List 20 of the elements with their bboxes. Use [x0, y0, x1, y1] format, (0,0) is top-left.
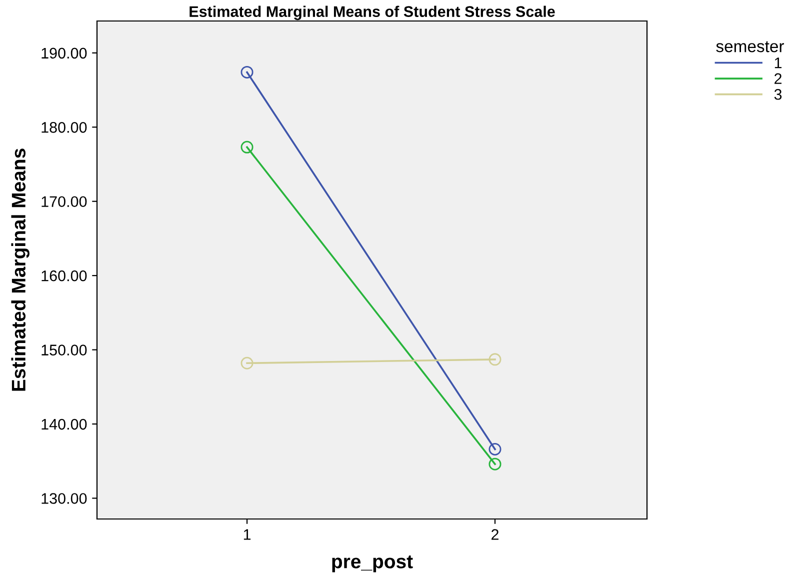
point — [240, 140, 254, 154]
y-tick-label: 130.00 — [42, 493, 87, 504]
y-tick-label: 140.00 — [42, 418, 87, 430]
y-tick-label: 190.00 — [42, 48, 87, 59]
point — [488, 353, 502, 366]
chart-title: Estimated Marginal Means of Student Stress Scale — [190, 6, 555, 20]
y-tick-label: 150.00 — [42, 344, 87, 356]
y-tick-label: 180.00 — [42, 122, 87, 133]
point — [240, 356, 254, 370]
legend-label: 1 — [774, 58, 782, 68]
y-axis-title: Estimated Marginal Means — [11, 148, 30, 391]
legend-label: 3 — [774, 88, 782, 100]
x-axis-title: pre_post — [332, 555, 413, 572]
y-tick-label: 170.00 — [42, 196, 87, 208]
point — [488, 458, 502, 470]
point — [488, 442, 502, 456]
legend-title: semester — [716, 41, 784, 52]
point — [240, 66, 254, 78]
y-tick-label: 160.00 — [42, 270, 87, 282]
legend-label: 2 — [774, 73, 782, 84]
